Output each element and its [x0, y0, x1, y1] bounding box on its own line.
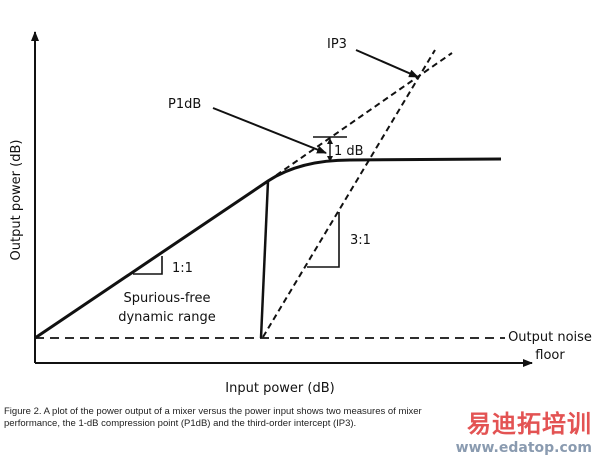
slope-1-1-triangle — [133, 256, 163, 275]
figure-caption: Figure 2. A plot of the power output of … — [4, 406, 422, 429]
slope-1-1-label: 1:1 — [172, 261, 193, 276]
third-order-line — [262, 49, 436, 338]
ip3-label: IP3 — [327, 37, 347, 52]
y-axis-label: Output power (dB) — [9, 140, 24, 261]
slope-3-1-label: 3:1 — [350, 233, 371, 248]
one-db-label: 1 dB — [334, 144, 364, 159]
noise-floor-label-line1: Output noise — [508, 330, 592, 345]
sfdr-label-line2: dynamic range — [118, 310, 216, 325]
sfdr-label-line1: Spurious-free — [124, 291, 211, 306]
one-db-arrowheads — [327, 138, 333, 162]
ip3-arrow — [355, 49, 419, 78]
watermark-logo: 易迪拓培训 — [467, 410, 592, 438]
sfdr-line — [259, 180, 270, 339]
linear-extrapolation-line — [267, 52, 453, 182]
p1db-label: P1dB — [168, 97, 201, 112]
p1db-arrow — [212, 107, 327, 154]
slope-3-1-triangle — [307, 212, 340, 268]
noise-floor-label-line2: floor — [535, 348, 565, 363]
watermark-url: www.edatop.com — [455, 440, 592, 456]
diagram: Output power (dB) Input power (dB) IP3 P… — [9, 31, 592, 396]
x-axis-label: Input power (dB) — [225, 381, 334, 396]
